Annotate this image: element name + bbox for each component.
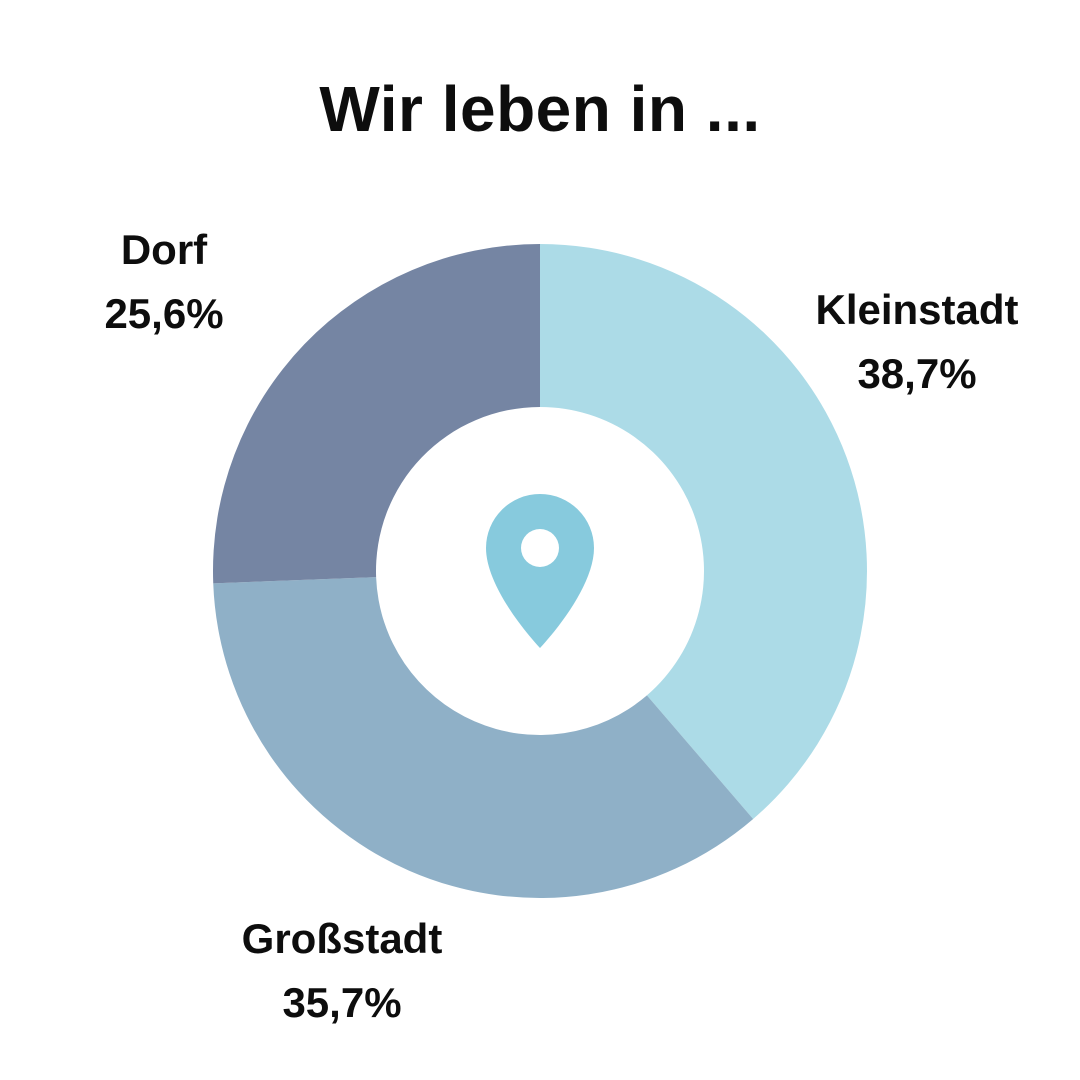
slice-value-kleinstadt: 38,7% xyxy=(857,350,977,397)
slice-kleinstadt xyxy=(540,244,868,819)
slice-dorf xyxy=(213,244,540,584)
slice-value-dorf: 25,6% xyxy=(104,290,224,337)
slice-label-grossstadt: Großstadt 35,7% xyxy=(192,907,492,1035)
chart-title: Wir leben in ... xyxy=(319,73,761,145)
donut-slices xyxy=(213,244,868,899)
slice-grossstadt xyxy=(213,577,754,899)
slice-value-grossstadt: 35,7% xyxy=(282,979,402,1026)
slice-name-dorf: Dorf xyxy=(120,226,208,273)
slice-name-grossstadt: Großstadt xyxy=(241,915,443,962)
slice-name-kleinstadt: Kleinstadt xyxy=(815,286,1019,333)
map-pin-icon xyxy=(486,494,594,648)
slice-label-dorf: Dorf 25,6% xyxy=(14,218,314,346)
slice-label-kleinstadt: Kleinstadt 38,7% xyxy=(767,278,1067,406)
